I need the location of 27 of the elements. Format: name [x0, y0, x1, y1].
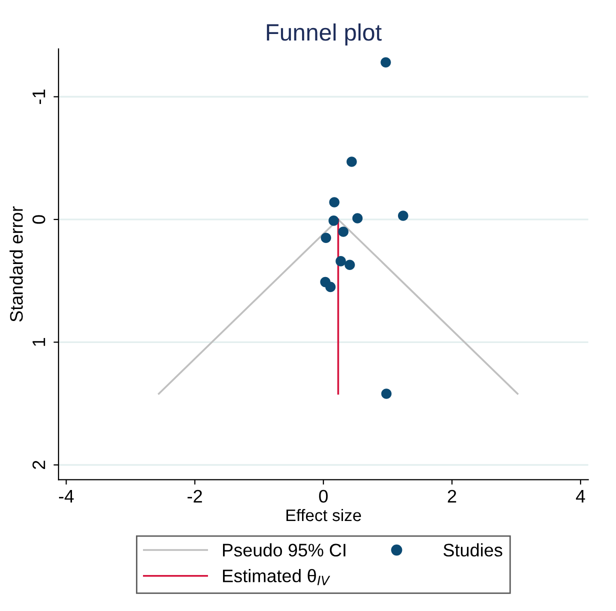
point [329, 197, 340, 208]
legend-label: Pseudo 95% CI [223, 543, 346, 557]
x-tick-label: 4 [576, 490, 586, 502]
x-tick-label: -2 [188, 490, 202, 502]
chart-title: Funnel plot [266, 23, 382, 46]
legend-label: Estimated θ$_{IV}$ [223, 569, 330, 586]
point [328, 216, 339, 226]
point [336, 256, 346, 266]
y-axis-title: Standard error [10, 206, 23, 322]
point [325, 282, 336, 292]
point [320, 232, 332, 244]
y-tick-label: 0 [32, 215, 46, 224]
y-tick-label: 1 [32, 338, 46, 346]
point [380, 57, 391, 68]
point [346, 156, 357, 167]
x-tick-label: 0 [319, 490, 328, 503]
point [352, 213, 363, 224]
point [344, 260, 355, 270]
x-tick-label: -4 [59, 490, 74, 502]
point [381, 388, 392, 399]
y-tick-label: -1 [32, 90, 46, 104]
point [338, 226, 348, 237]
x-axis-title: Effect size [286, 508, 361, 522]
x-tick-label: 2 [448, 490, 456, 502]
y-tick-label: 2 [32, 460, 46, 470]
legend-label: Studies [444, 543, 502, 557]
point [398, 210, 408, 221]
